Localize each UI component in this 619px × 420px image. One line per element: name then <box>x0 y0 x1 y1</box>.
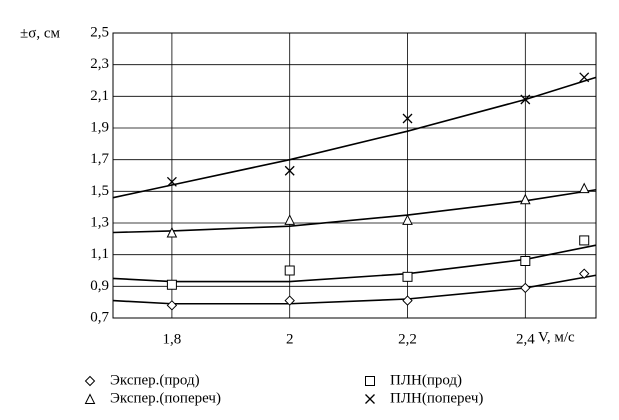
y-tick-label: 2,5 <box>90 24 109 40</box>
y-tick-label: 2,1 <box>90 88 109 104</box>
y-tick-label: 0,7 <box>90 309 109 325</box>
trend-line <box>112 76 597 199</box>
x-tick-label: 2,2 <box>398 331 417 347</box>
marker <box>578 182 590 194</box>
marker <box>365 376 375 386</box>
y-tick-label: 2,3 <box>90 56 109 72</box>
trend-line <box>112 274 597 305</box>
marker <box>284 214 296 225</box>
marker <box>284 295 295 306</box>
y-tick-label: 1,5 <box>90 183 109 199</box>
plot-border <box>112 32 597 319</box>
marker <box>520 193 531 205</box>
marker <box>402 113 413 124</box>
trend-line <box>112 244 597 283</box>
legend-label: ПЛН(прод) <box>390 372 462 388</box>
y-axis-label: ±σ, см <box>20 25 60 41</box>
marker <box>520 94 531 105</box>
marker <box>579 235 590 246</box>
x-tick-label: 1,8 <box>163 331 182 347</box>
x-tick-label: 2 <box>286 331 294 347</box>
marker <box>520 256 531 266</box>
marker <box>520 282 531 294</box>
legend-label: Экспер.(попереч) <box>110 390 221 406</box>
marker <box>365 394 375 404</box>
legend-label: ПЛН(попереч) <box>390 390 483 406</box>
marker <box>166 300 178 311</box>
marker <box>166 226 178 238</box>
trend-line <box>112 188 597 234</box>
x-axis-label: V, м/с <box>538 329 575 345</box>
y-tick-label: 1,9 <box>90 119 109 135</box>
marker <box>166 176 177 187</box>
marker <box>166 279 177 290</box>
y-tick-label: 1,1 <box>90 246 109 262</box>
marker <box>84 375 96 387</box>
marker <box>84 393 96 404</box>
marker <box>402 214 413 225</box>
marker <box>402 295 413 306</box>
y-tick-label: 0,9 <box>90 278 109 294</box>
marker <box>284 165 295 176</box>
marker <box>284 265 295 276</box>
marker <box>402 271 413 282</box>
x-tick-label: 2,4 <box>516 331 535 347</box>
legend-label: Экспер.(прод) <box>110 372 200 388</box>
marker <box>579 268 590 279</box>
marker <box>579 72 590 83</box>
y-tick-label: 1,3 <box>90 214 109 230</box>
y-tick-label: 1,7 <box>90 151 109 167</box>
